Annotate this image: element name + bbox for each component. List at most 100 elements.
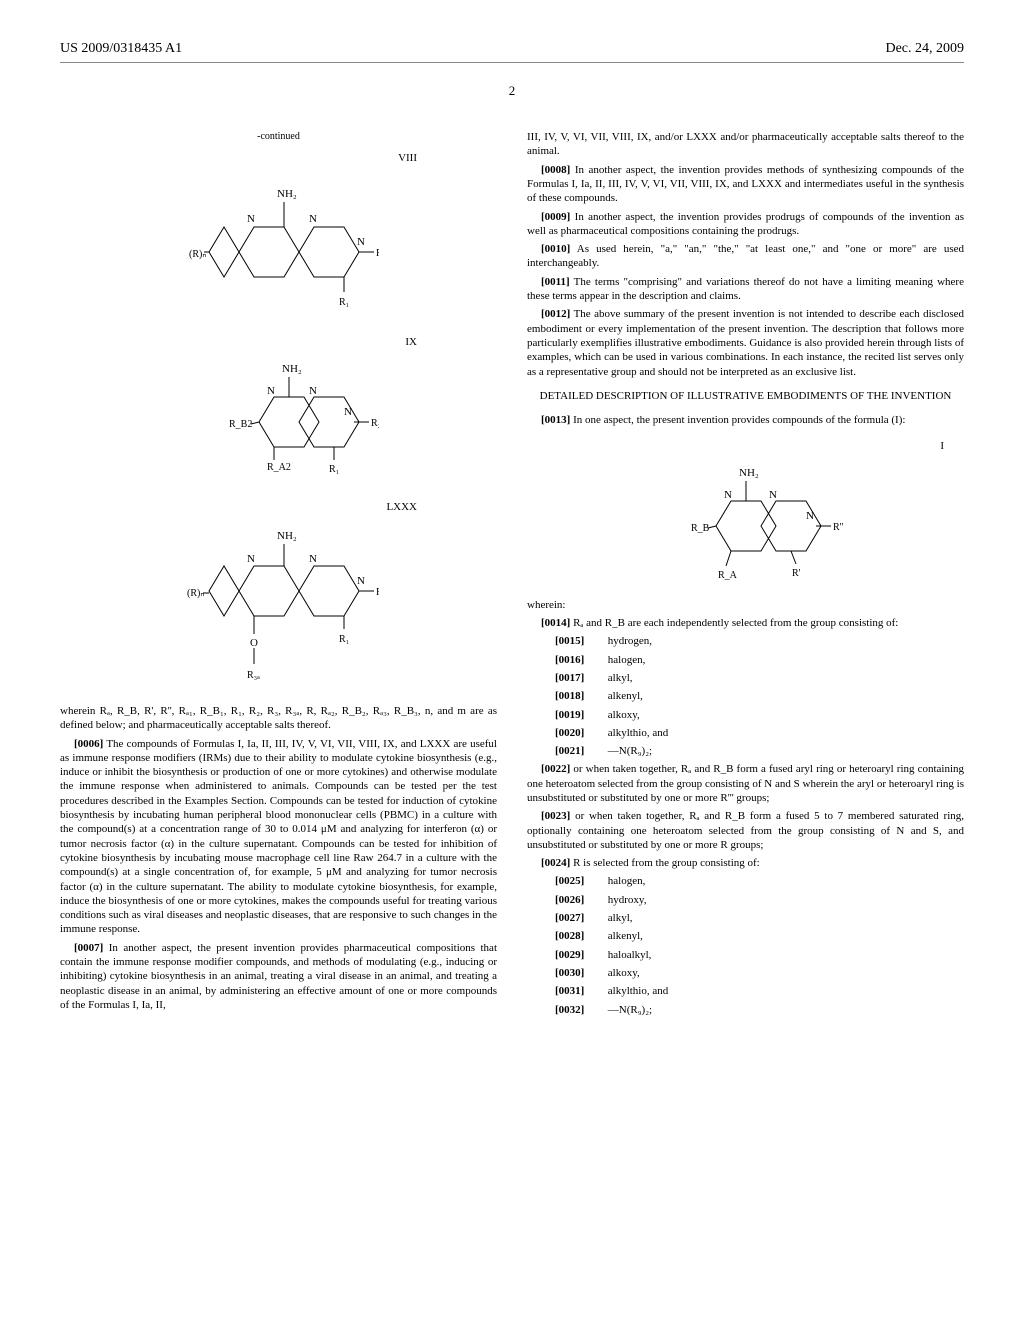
- para-text: alkylthio, and: [605, 985, 668, 997]
- svg-text:R_B: R_B: [691, 523, 710, 534]
- section-heading: DETAILED DESCRIPTION OF ILLUSTRATIVE EMB…: [527, 389, 964, 403]
- para-0006: [0006] The compounds of Formulas I, Ia, …: [60, 737, 497, 937]
- svg-text:O: O: [250, 637, 258, 649]
- para-number: [0007]: [74, 942, 103, 954]
- para-text: hydroxy,: [605, 894, 646, 906]
- para-text: —N(R₉)₂;: [605, 745, 652, 757]
- para-number: [0019]: [555, 708, 605, 722]
- para-number: [0026]: [555, 893, 605, 907]
- svg-text:(R)ₙ: (R)ₙ: [189, 249, 206, 260]
- para-text: hydrogen,: [605, 635, 652, 647]
- list-item: [0021] —N(R₉)₂;: [555, 744, 964, 758]
- para-text: In another aspect, the invention provide…: [527, 211, 964, 237]
- para-text: In one aspect, the present invention pro…: [573, 414, 905, 426]
- list-item: [0020] alkylthio, and: [555, 726, 964, 740]
- list-item: [0016] halogen,: [555, 653, 964, 667]
- svg-text:R_A: R_A: [718, 570, 738, 581]
- publication-number: US 2009/0318435 A1: [60, 40, 182, 58]
- para-number: [0030]: [555, 966, 605, 980]
- list-item: [0026] hydroxy,: [555, 893, 964, 907]
- svg-text:N: N: [344, 406, 352, 418]
- svg-text:N: N: [357, 236, 365, 248]
- para-number: [0013]: [541, 414, 570, 426]
- list-item: [0018] alkenyl,: [555, 689, 964, 703]
- svg-text:N: N: [309, 553, 317, 565]
- svg-text:NH₂: NH₂: [277, 188, 297, 200]
- continued-label: -continued: [60, 130, 497, 143]
- svg-text:NH₂: NH₂: [277, 530, 297, 542]
- para-text: alkenyl,: [605, 690, 643, 702]
- para-number: [0028]: [555, 929, 605, 943]
- svg-text:N: N: [309, 213, 317, 225]
- para-0014: [0014] Rₐ and R_B are each independently…: [527, 616, 964, 630]
- para-text: In another aspect, the invention provide…: [527, 164, 964, 205]
- list-item: [0015] hydrogen,: [555, 634, 964, 648]
- para-number: [0014]: [541, 617, 570, 629]
- svg-text:R': R': [792, 568, 801, 579]
- two-column-layout: -continued VIII NH₂ N N N R₂ R: [60, 130, 964, 1021]
- svg-text:R₂: R₂: [376, 248, 379, 259]
- para-0007: [0007] In another aspect, the present in…: [60, 941, 497, 1012]
- list-item: [0028] alkenyl,: [555, 929, 964, 943]
- para-number: [0024]: [541, 857, 570, 869]
- para-number: [0029]: [555, 948, 605, 962]
- para-text: Rₐ and R_B are each independently select…: [573, 617, 898, 629]
- chem-structure-icon: NH₂ N N N R₂ R₁ R_B2 R_A2: [179, 352, 379, 492]
- svg-text:N: N: [247, 213, 255, 225]
- svg-text:N: N: [309, 385, 317, 397]
- para-0010: [0010] As used herein, "a," "an," "the,"…: [527, 242, 964, 271]
- para-text: halogen,: [605, 654, 645, 666]
- svg-text:R₁: R₁: [339, 297, 349, 308]
- para-number: [0032]: [555, 1003, 605, 1017]
- svg-text:N: N: [267, 385, 275, 397]
- para-number: [0020]: [555, 726, 605, 740]
- para-text: As used herein, "a," "an," "the," "at le…: [527, 243, 964, 269]
- para-number: [0008]: [541, 164, 570, 176]
- svg-text:N: N: [806, 510, 814, 522]
- para-number: [0006]: [74, 738, 103, 750]
- para-number: [0018]: [555, 689, 605, 703]
- svg-text:R_A2: R_A2: [267, 462, 291, 473]
- wherein-text: wherein Rₐ, R_B, R', R'', Rₐ₁, R_B₁, R₁,…: [60, 704, 497, 733]
- para-0013: [0013] In one aspect, the present invent…: [527, 413, 964, 427]
- para-text: alkyl,: [605, 672, 633, 684]
- structure-ix: IX NH₂ N N N R₂ R₁ R_B2 R_A2: [60, 335, 497, 491]
- svg-text:N: N: [769, 489, 777, 501]
- para-number: [0031]: [555, 984, 605, 998]
- para-text: In another aspect, the present invention…: [60, 942, 497, 1011]
- para-number: [0012]: [541, 308, 570, 320]
- list-item: [0025] halogen,: [555, 874, 964, 888]
- para-0009: [0009] In another aspect, the invention …: [527, 210, 964, 239]
- para-text: halogen,: [605, 875, 645, 887]
- svg-text:(R)ₙ: (R)ₙ: [187, 588, 204, 599]
- para-number: [0023]: [541, 810, 570, 822]
- svg-text:R₁: R₁: [329, 464, 339, 475]
- para-0011: [0011] The terms "comprising" and variat…: [527, 275, 964, 304]
- struct-lxxx-label: LXXX: [60, 500, 497, 514]
- para-text: The terms "comprising" and variations th…: [527, 276, 964, 302]
- list-item: [0032] —N(R₉)₂;: [555, 1003, 964, 1017]
- chem-structure-icon: NH₂ N N N R₂ R₁ (R)ₙ: [179, 167, 379, 327]
- list-1: [0015] hydrogen,[0016] halogen,[0017] al…: [527, 634, 964, 758]
- para-number: [0017]: [555, 671, 605, 685]
- svg-text:R'': R'': [833, 522, 843, 533]
- para-0012: [0012] The above summary of the present …: [527, 307, 964, 378]
- para-number: [0016]: [555, 653, 605, 667]
- para-number: [0009]: [541, 211, 570, 223]
- para-text: R is selected from the group consisting …: [573, 857, 760, 869]
- para-text: haloalkyl,: [605, 949, 651, 961]
- svg-text:R_B2: R_B2: [229, 419, 252, 430]
- list-item: [0017] alkyl,: [555, 671, 964, 685]
- svg-text:N: N: [247, 553, 255, 565]
- structure-viii: VIII NH₂ N N N R₂ R₁: [60, 151, 497, 327]
- page-header: US 2009/0318435 A1 Dec. 24, 2009: [60, 40, 964, 63]
- para-number: [0010]: [541, 243, 570, 255]
- para-text: The compounds of Formulas I, Ia, II, III…: [60, 738, 497, 936]
- svg-text:NH₂: NH₂: [739, 467, 759, 479]
- list-2: [0025] halogen,[0026] hydroxy,[0027] alk…: [527, 874, 964, 1016]
- structure-i: I NH₂ N N N R'' R_B R_A R': [527, 439, 964, 585]
- list-item: [0019] alkoxy,: [555, 708, 964, 722]
- para-text: alkoxy,: [605, 967, 640, 979]
- publication-date: Dec. 24, 2009: [885, 40, 964, 58]
- para-number: [0011]: [541, 276, 570, 288]
